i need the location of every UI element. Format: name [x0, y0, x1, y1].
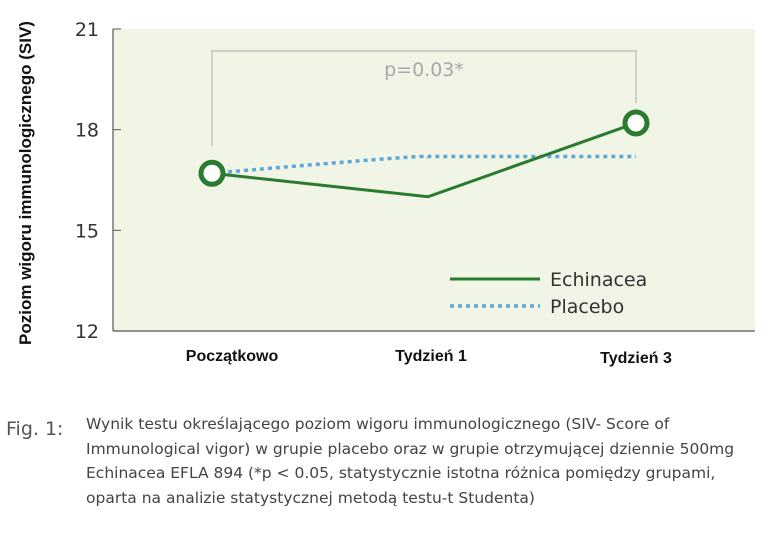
- y-tick-label: 18: [75, 120, 99, 142]
- x-tick-label: Tydzień 3: [600, 350, 672, 367]
- x-tick-label: Tydzień 1: [395, 348, 467, 365]
- x-tick-label: Początkowo: [186, 348, 279, 365]
- echinacea-point-marker: [622, 109, 650, 137]
- placebo-series-line: [211, 154, 636, 176]
- chart: Poziom wigoru immunologicznego (SIV) 121…: [16, 19, 755, 367]
- series-group: [198, 109, 650, 199]
- y-axis-label: Poziom wigoru immunologicznego (SIV): [16, 21, 35, 345]
- y-axis-ticks: 12 15 18 21: [75, 19, 121, 343]
- significance-label: p=0.03*: [384, 59, 464, 81]
- axes: [112, 29, 755, 332]
- significance-bracket: p=0.03*: [211, 50, 637, 146]
- legend-label-placebo: Placebo: [550, 296, 624, 318]
- x-axis-ticks: Początkowo Tydzień 1 Tydzień 3: [186, 348, 672, 367]
- y-tick-label: 12: [75, 321, 99, 343]
- echinacea-point-marker: [198, 159, 226, 187]
- bracket-line: [211, 50, 637, 146]
- echinacea-series-line: [211, 121, 637, 199]
- y-tick-label: 15: [75, 220, 99, 242]
- figure-label: Fig. 1:: [6, 418, 64, 440]
- y-tick-label: 21: [75, 19, 99, 41]
- legend-label-echinacea: Echinacea: [550, 269, 647, 291]
- figure-caption-text: Wynik testu określającego poziom wigoru …: [86, 415, 735, 507]
- legend: Echinacea Placebo: [450, 269, 647, 318]
